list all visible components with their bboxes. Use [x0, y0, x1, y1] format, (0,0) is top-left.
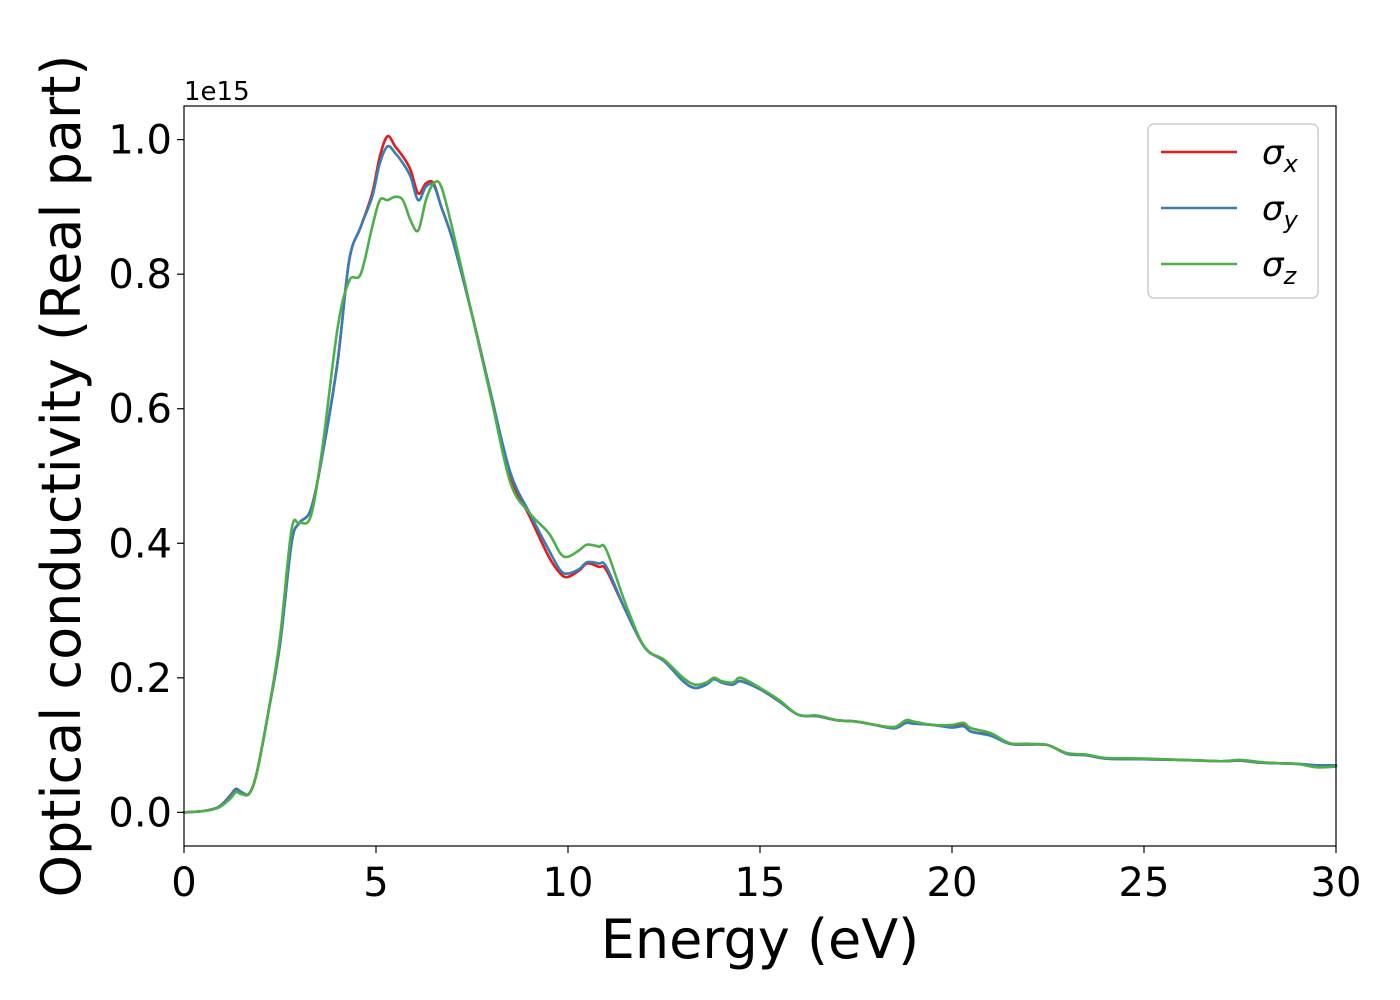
y-axis-ticks: 0.0 0.2 0.4 0.6 0.8 1.0 — [108, 118, 184, 836]
y-tick-label: 0.0 — [108, 790, 172, 836]
x-tick-label: 25 — [1119, 860, 1170, 906]
legend-box — [1147, 123, 1319, 299]
y-axis-title: Optical conductivity (Real part) — [30, 55, 93, 898]
x-tick-label: 20 — [927, 860, 978, 906]
x-tick-label: 0 — [171, 860, 196, 906]
x-tick-label: 30 — [1311, 860, 1362, 906]
y-tick-label: 0.8 — [108, 252, 172, 298]
y-tick-label: 0.4 — [108, 521, 172, 567]
x-axis-ticks: 0 5 10 15 20 25 30 — [171, 846, 1361, 906]
legend-label-y: σy — [1262, 189, 1299, 234]
legend-label-z: σz — [1262, 245, 1298, 290]
y-tick-label: 0.6 — [108, 387, 172, 433]
series-layer — [182, 134, 1338, 814]
x-tick-label: 10 — [543, 860, 594, 906]
y-tick-label: 0.2 — [108, 656, 172, 702]
y-tick-label: 1.0 — [108, 118, 172, 164]
x-tick-label: 5 — [363, 860, 388, 906]
x-tick-label: 15 — [735, 860, 786, 906]
y-offset-label: 1e15 — [184, 77, 250, 107]
legend-label-x: σx — [1262, 133, 1299, 178]
series-line-z — [182, 179, 1338, 814]
x-axis-title: Energy (eV) — [601, 908, 920, 971]
legend: σx σy σz — [1147, 123, 1319, 299]
